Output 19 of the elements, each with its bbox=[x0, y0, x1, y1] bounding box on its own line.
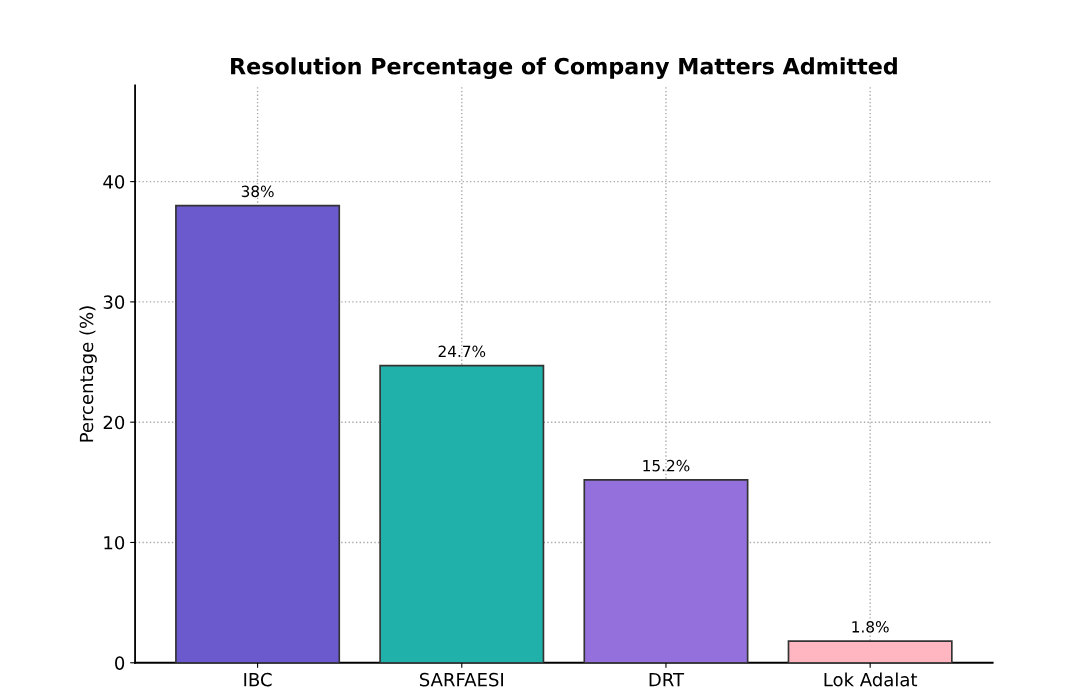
data-label: 24.7% bbox=[438, 345, 486, 358]
x-tick-label: DRT bbox=[649, 673, 685, 687]
x-tick-label: SARFAESI bbox=[419, 672, 503, 687]
bar bbox=[379, 364, 545, 663]
chart-title: Resolution Percentage of Company Matters Admitted bbox=[231, 57, 897, 80]
data-label: 38% bbox=[241, 185, 274, 198]
y-tick-label: 30 bbox=[103, 295, 125, 310]
bar bbox=[583, 479, 749, 663]
y-tick-label: 0 bbox=[115, 656, 125, 670]
data-label: 15.2% bbox=[643, 459, 690, 472]
x-tick-label: Lok Adalat bbox=[824, 672, 918, 687]
x-tick-label: IBC bbox=[244, 672, 272, 687]
bar bbox=[787, 640, 953, 663]
y-tick-label: 20 bbox=[103, 415, 125, 430]
data-label: 1.8% bbox=[852, 621, 889, 633]
bar bbox=[175, 204, 341, 663]
y-tick-label: 10 bbox=[104, 535, 125, 550]
y-tick-label: 40 bbox=[103, 175, 125, 189]
y-axis-title: Percentage (%) bbox=[79, 306, 97, 442]
